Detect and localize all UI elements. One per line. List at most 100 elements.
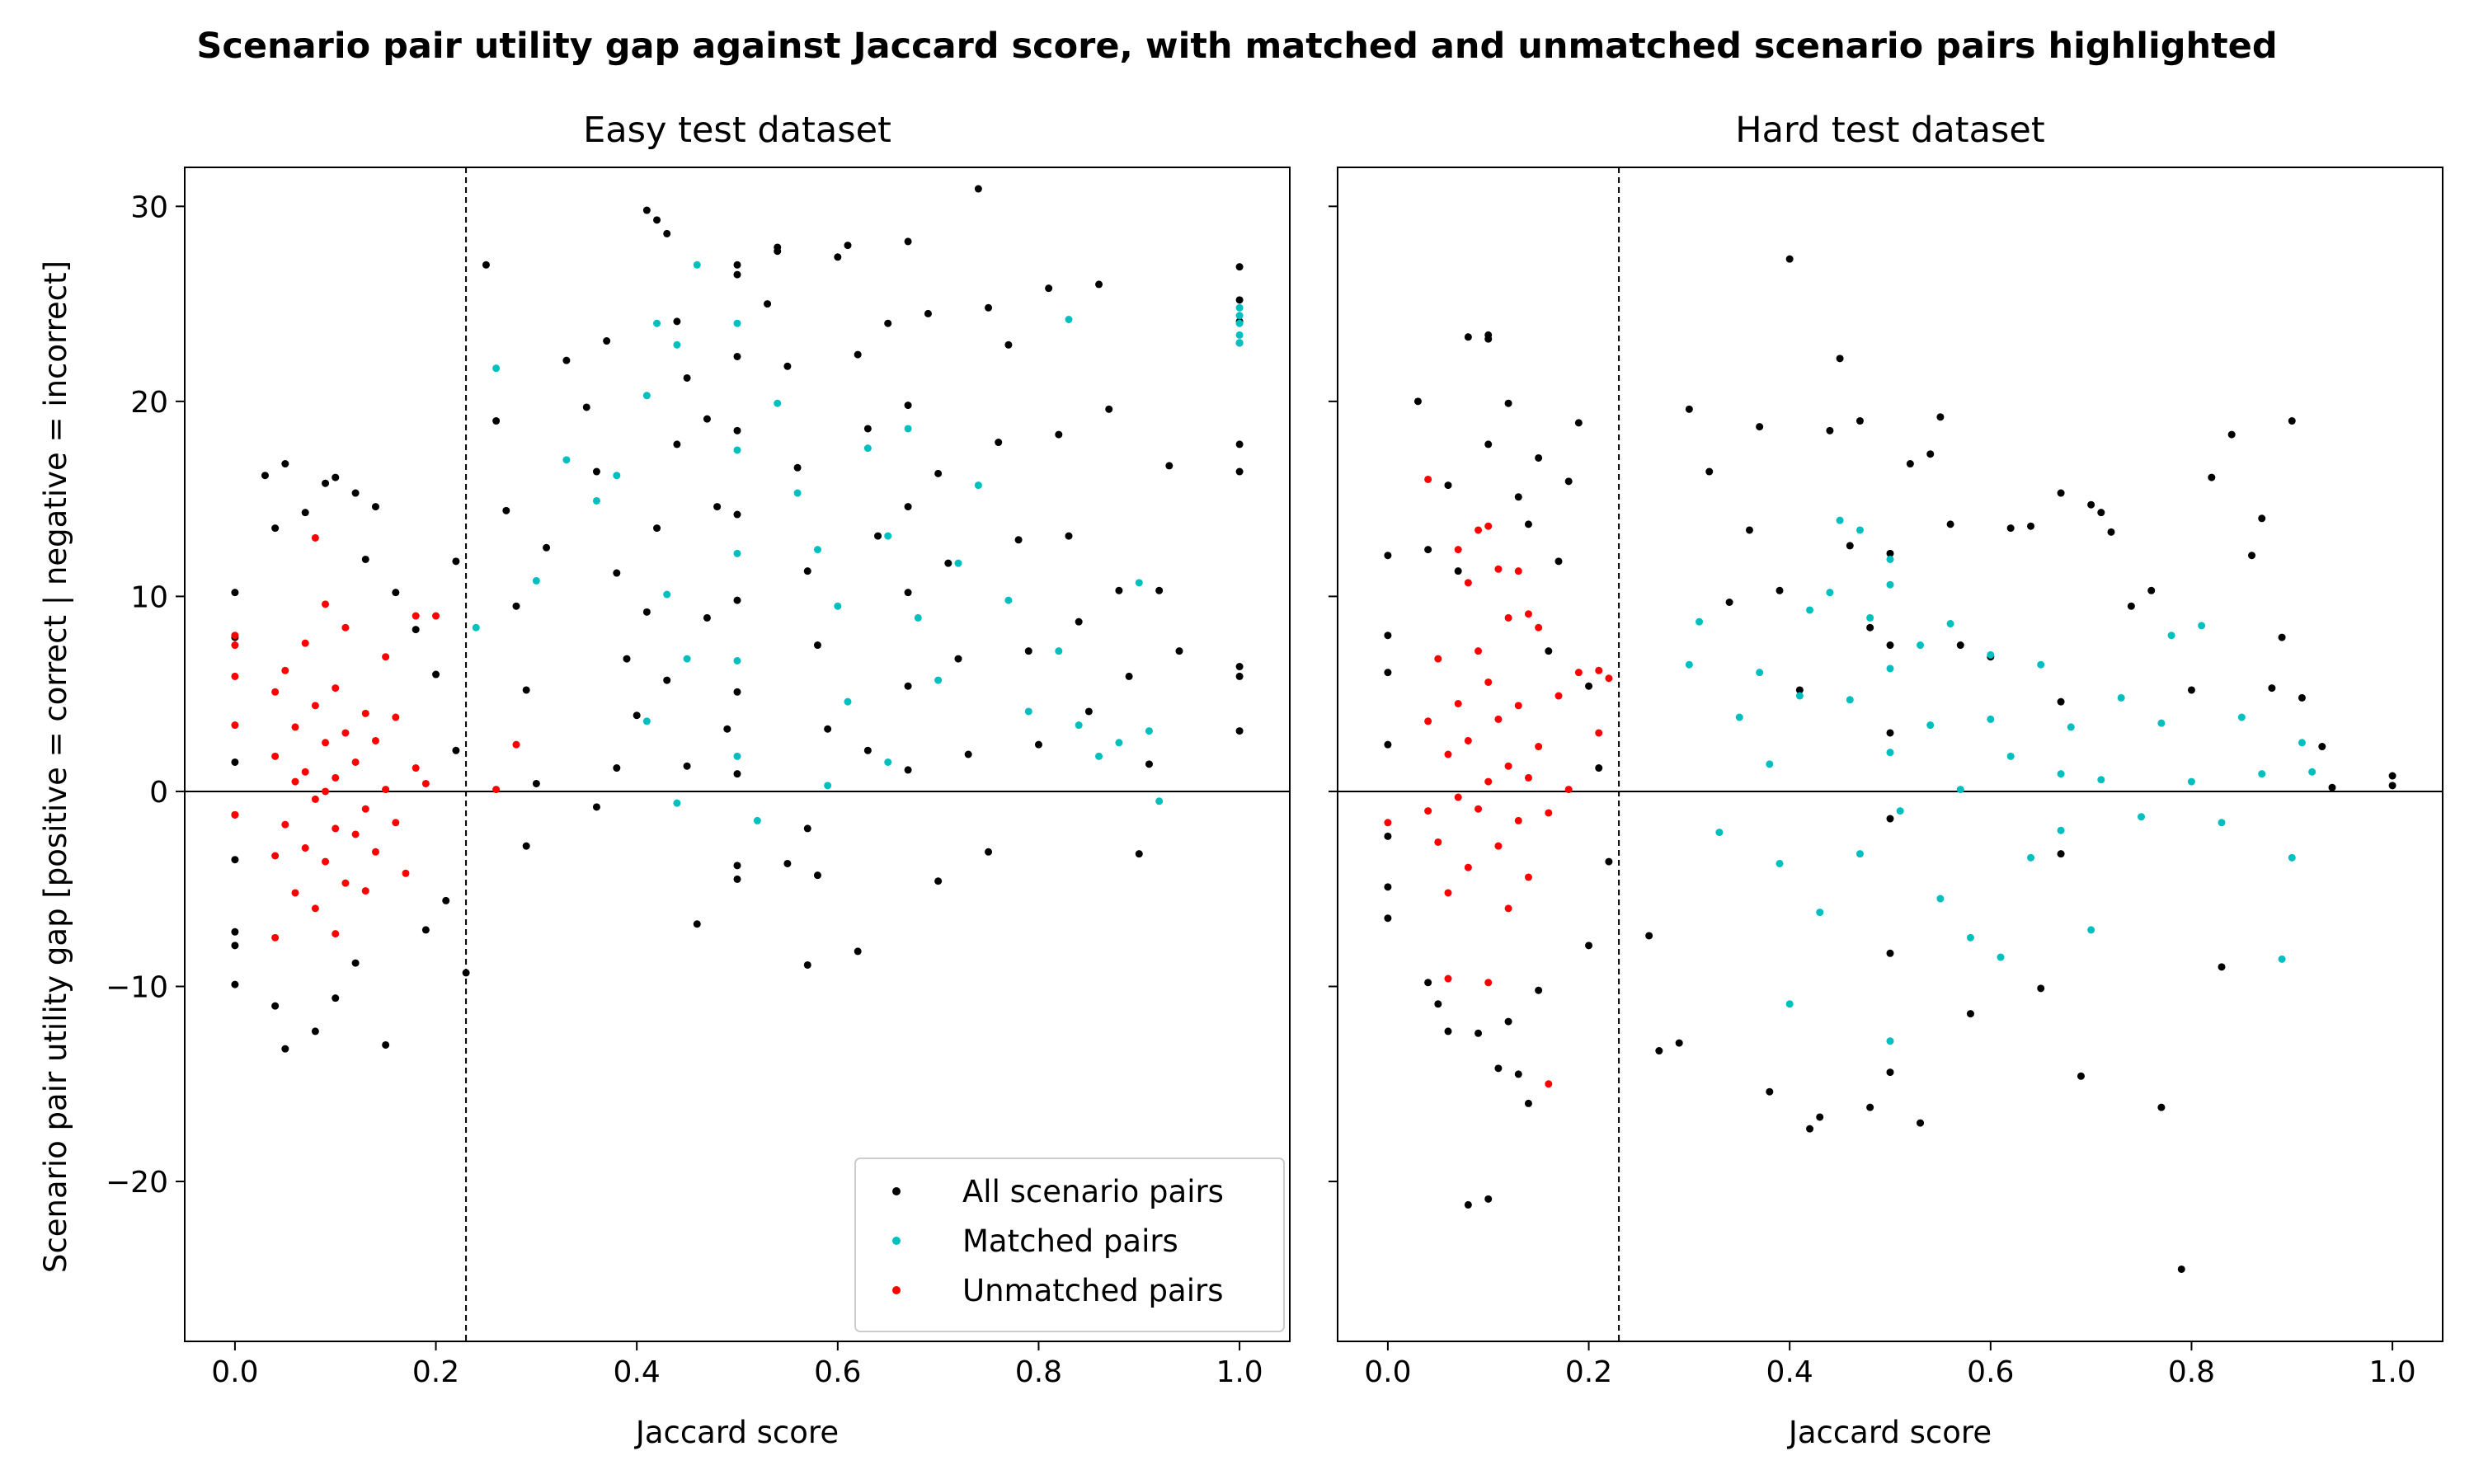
all-scenario-pair-point	[1235, 663, 1244, 671]
all-scenario-pair-point	[673, 440, 681, 448]
all-scenario-pair-point	[2087, 500, 2095, 509]
unmatched-pair-point	[231, 641, 239, 650]
all-scenario-pair-point	[1504, 1017, 1512, 1026]
legend-marker	[892, 1237, 901, 1245]
unmatched-pair-point	[311, 533, 319, 542]
matched-pair-point	[1776, 859, 1784, 867]
unmatched-pair-point	[1424, 717, 1432, 726]
all-scenario-pair-point	[351, 489, 360, 497]
unmatched-pair-point	[382, 786, 390, 794]
matched-pair-point	[1886, 1037, 1894, 1045]
matched-pair-point	[1826, 589, 1834, 597]
all-scenario-pair-point	[1464, 1200, 1472, 1209]
all-scenario-pair-point	[502, 506, 510, 514]
all-scenario-pair-point	[964, 750, 972, 758]
easy-marks: 0.0 0.2 0.4 0.6 0.8 1.0 −20 −10 0 10 20 30	[106, 167, 1291, 1389]
unmatched-pair-point	[1434, 655, 1442, 663]
all-scenario-pair-point	[412, 626, 420, 634]
unmatched-pair-point	[492, 786, 501, 794]
all-scenario-pair-point	[783, 362, 792, 370]
unmatched-pair-point	[322, 739, 330, 747]
all-scenario-pair-point	[231, 928, 239, 936]
all-scenario-pair-point	[1055, 430, 1063, 439]
unmatched-pair-point	[332, 824, 340, 833]
matched-pair-point	[1075, 721, 1083, 730]
unmatched-pair-point	[1564, 786, 1573, 794]
all-scenario-pair-point	[642, 608, 651, 616]
all-scenario-pair-point	[512, 602, 520, 610]
all-scenario-pair-point	[2097, 509, 2105, 517]
all-scenario-pair-point	[874, 532, 882, 540]
all-scenario-pair-point	[1595, 764, 1603, 773]
all-scenario-pair-point	[1235, 440, 1244, 448]
all-scenario-pair-point	[1886, 815, 1894, 823]
matched-pair-point	[1785, 1000, 1794, 1008]
all-scenario-pair-point	[793, 463, 802, 472]
all-scenario-pair-point	[733, 875, 741, 883]
hard-panel-title: Hard test dataset	[1735, 110, 2044, 151]
unmatched-pair-point	[1494, 565, 1503, 573]
all-scenario-pair-point	[834, 253, 842, 261]
all-scenario-pair-point	[2388, 772, 2396, 780]
matched-pair-point	[753, 816, 761, 824]
all-scenario-pair-point	[1014, 536, 1023, 544]
matched-pair-point	[1886, 555, 1894, 563]
all-scenario-pair-point	[392, 589, 400, 597]
all-scenario-pair-point	[863, 746, 872, 754]
all-scenario-pair-point	[693, 920, 701, 928]
all-scenario-pair-point	[904, 237, 912, 246]
unmatched-pair-point	[1464, 863, 1472, 871]
all-scenario-pair-point	[1424, 546, 1432, 554]
all-scenario-pair-point	[1165, 462, 1174, 470]
unmatched-pair-point	[1494, 842, 1503, 850]
matched-pair-point	[2298, 739, 2306, 747]
matched-pair-point	[642, 717, 651, 726]
all-scenario-pair-point	[543, 543, 551, 552]
all-scenario-pair-point	[1564, 477, 1573, 486]
all-scenario-pair-point	[733, 862, 741, 870]
all-scenario-pair-point	[2318, 743, 2326, 751]
all-scenario-pair-point	[1756, 423, 1764, 431]
all-scenario-pair-point	[1554, 557, 1563, 566]
all-scenario-pair-point	[231, 980, 239, 989]
all-scenario-pair-point	[1084, 707, 1093, 716]
unmatched-pair-point	[1464, 736, 1472, 744]
matched-pair-point	[2237, 713, 2246, 721]
matched-pair-point	[813, 546, 821, 554]
all-scenario-pair-point	[1514, 1070, 1522, 1078]
matched-pair-point	[673, 340, 681, 349]
unmatched-pair-point	[341, 729, 350, 737]
all-scenario-pair-point	[623, 655, 631, 663]
all-scenario-pair-point	[844, 242, 852, 250]
matched-pair-point	[1095, 752, 1103, 760]
matched-pair-point	[2258, 770, 2266, 778]
all-scenario-pair-point	[2187, 686, 2195, 694]
all-scenario-pair-point	[1926, 450, 1935, 458]
matched-pair-point	[1235, 339, 1244, 347]
matched-pair-point	[844, 697, 852, 706]
all-scenario-pair-point	[1524, 1099, 1532, 1107]
easy-x-axis-label: Jaccard score	[634, 1415, 839, 1450]
all-scenario-pair-point	[1045, 284, 1053, 293]
unmatched-pair-point	[1524, 773, 1532, 782]
all-scenario-pair-point	[733, 426, 741, 434]
all-scenario-pair-point	[2208, 473, 2216, 481]
all-scenario-pair-point	[944, 559, 952, 567]
all-scenario-pair-point	[934, 469, 943, 477]
matched-pair-point	[1866, 613, 1874, 622]
all-scenario-pair-point	[1906, 460, 1914, 468]
unmatched-pair-point	[1454, 699, 1462, 707]
matched-pair-point	[693, 261, 701, 269]
unmatched-pair-point	[332, 773, 340, 782]
all-scenario-pair-point	[311, 1027, 319, 1036]
all-scenario-pair-point	[1886, 641, 1894, 650]
unmatched-pair-point	[392, 713, 400, 721]
all-scenario-pair-point	[2006, 524, 2015, 533]
matched-pair-point	[663, 590, 671, 599]
all-scenario-pair-point	[985, 848, 993, 856]
hard-axes-frame	[1337, 167, 2443, 1342]
matched-pair-point	[2027, 853, 2035, 862]
unmatched-pair-point	[1514, 702, 1522, 710]
matched-pair-point	[532, 576, 540, 585]
